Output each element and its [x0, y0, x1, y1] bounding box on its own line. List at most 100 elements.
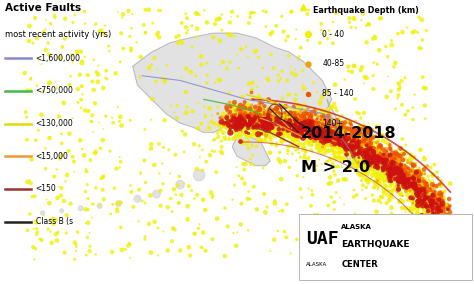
Point — [356, 123, 364, 128]
Point — [377, 151, 384, 156]
Point — [360, 175, 367, 179]
Point — [47, 229, 55, 234]
Point — [351, 141, 359, 145]
Point — [281, 131, 289, 135]
Point — [378, 158, 385, 162]
Point — [300, 127, 308, 131]
Point — [311, 131, 319, 136]
Point — [276, 160, 284, 164]
Point — [402, 188, 410, 193]
Point — [239, 118, 246, 123]
Point — [310, 120, 317, 124]
Point — [404, 166, 411, 171]
Point — [368, 147, 376, 151]
Point — [236, 134, 243, 138]
Point — [276, 118, 284, 123]
Point — [438, 231, 446, 235]
Point — [135, 219, 142, 224]
Point — [339, 139, 347, 143]
Point — [254, 128, 262, 133]
Point — [60, 101, 68, 105]
Point — [128, 190, 135, 194]
Point — [277, 133, 284, 137]
Point — [374, 150, 382, 154]
Point — [391, 156, 399, 160]
Point — [262, 133, 270, 137]
Point — [273, 141, 281, 145]
Point — [269, 128, 277, 132]
Point — [298, 115, 306, 119]
Point — [343, 142, 350, 147]
Point — [387, 167, 394, 171]
Point — [327, 135, 335, 139]
Point — [397, 189, 405, 194]
Point — [442, 213, 449, 218]
Point — [392, 172, 399, 176]
Point — [387, 89, 395, 93]
Point — [430, 221, 438, 225]
Point — [371, 182, 379, 187]
Point — [424, 226, 432, 231]
Point — [256, 133, 264, 137]
Point — [315, 127, 323, 131]
Point — [381, 158, 389, 163]
Point — [255, 131, 262, 135]
Point — [318, 113, 326, 117]
Point — [273, 107, 280, 112]
Point — [45, 227, 52, 231]
Point — [398, 167, 405, 171]
Point — [352, 133, 360, 138]
Point — [284, 110, 292, 115]
Point — [409, 197, 416, 201]
Point — [248, 127, 255, 132]
Point — [425, 208, 433, 212]
Point — [364, 160, 371, 165]
Point — [343, 138, 351, 142]
Point — [326, 129, 333, 134]
Point — [384, 170, 392, 174]
Point — [407, 176, 414, 181]
Point — [249, 114, 256, 119]
Point — [245, 138, 252, 143]
Point — [423, 190, 430, 194]
Point — [325, 149, 332, 153]
Point — [238, 125, 246, 130]
Point — [299, 121, 307, 125]
Point — [265, 135, 273, 139]
Point — [275, 157, 283, 162]
Point — [444, 205, 451, 210]
Point — [438, 213, 446, 218]
Point — [383, 159, 390, 163]
Point — [295, 132, 303, 137]
Point — [341, 145, 349, 150]
Point — [362, 151, 370, 156]
Point — [73, 245, 80, 249]
Point — [324, 124, 332, 128]
Point — [432, 204, 439, 209]
Point — [335, 129, 342, 133]
Point — [445, 205, 453, 210]
Point — [344, 135, 352, 139]
Point — [409, 201, 417, 205]
Point — [338, 121, 346, 126]
Point — [284, 128, 292, 133]
Point — [404, 171, 411, 176]
Point — [241, 181, 248, 186]
Point — [263, 112, 271, 116]
Point — [270, 111, 277, 116]
Point — [367, 151, 374, 156]
Point — [187, 70, 194, 74]
Point — [359, 126, 367, 130]
Point — [114, 10, 122, 14]
Point — [339, 130, 347, 134]
Point — [374, 166, 382, 170]
Point — [310, 129, 318, 134]
Point — [274, 129, 282, 133]
Point — [317, 130, 325, 134]
Point — [304, 134, 312, 139]
Point — [393, 160, 401, 165]
Point — [392, 161, 400, 165]
Point — [271, 199, 279, 203]
Point — [351, 134, 358, 138]
Point — [257, 119, 265, 124]
